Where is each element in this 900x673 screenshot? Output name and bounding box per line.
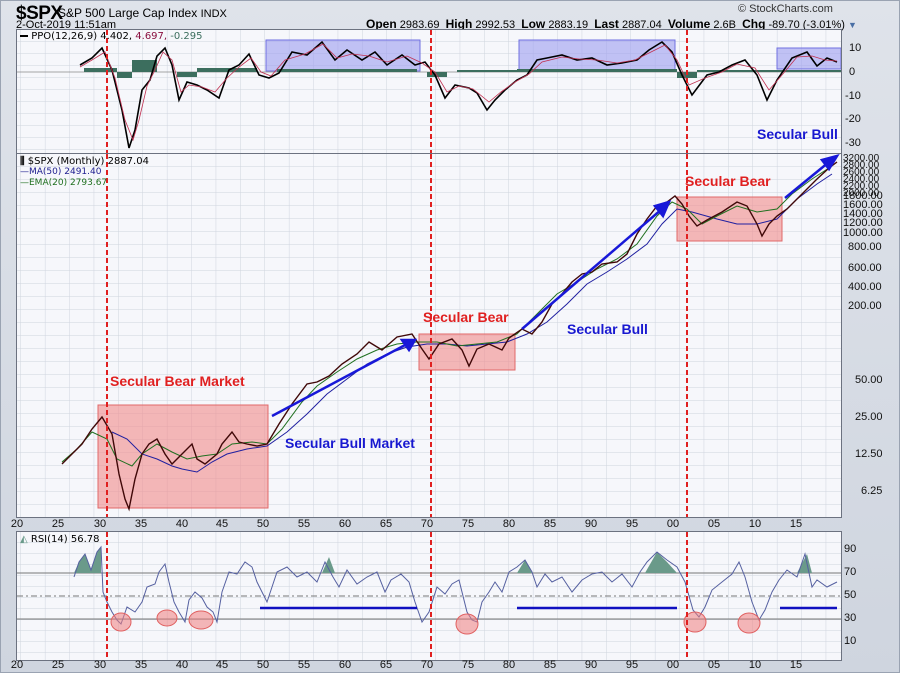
price-ytick: 400.00 xyxy=(848,281,882,293)
annotation-secular-bull-3: Secular Bull xyxy=(757,126,838,142)
ppo-ytick: -10 xyxy=(845,90,861,102)
price-ytick: 12.50 xyxy=(855,448,883,460)
ppo-plot xyxy=(17,30,841,154)
ppo-legend: PPO(12,26,9) 4.402, 4.697, -0.295 xyxy=(20,31,203,42)
price-ytick: 6.25 xyxy=(861,485,883,497)
copyright: © StockCharts.com xyxy=(738,3,833,15)
quote-bar: Open 2983.69 High 2992.53 Low 2883.19 La… xyxy=(366,17,857,31)
annotation-secular-bear-2: Secular Bear xyxy=(423,309,509,325)
mountain-icon: ◭ xyxy=(20,534,28,545)
chart-datetime: 2-Oct-2019 11:51am xyxy=(16,19,117,31)
legend-line-icon xyxy=(20,35,28,37)
price-ytick: 50.00 xyxy=(855,374,883,386)
symbol-title: $SPX xyxy=(16,3,63,24)
price-ytick: 1600.00 xyxy=(843,199,883,211)
price-ytick: 1000.00 xyxy=(843,227,883,239)
price-plot xyxy=(17,154,841,517)
rsi-plot xyxy=(17,532,841,660)
symbol-name: S&P 500 Large Cap Index INDX xyxy=(58,6,227,20)
rsi-ytick: 50 xyxy=(844,589,857,601)
price-ytick: 600.00 xyxy=(848,262,882,274)
rsi-ytick: 90 xyxy=(844,543,857,555)
rsi-legend: ◭ RSI(14) 56.78 xyxy=(20,534,100,545)
ppo-ytick: 10 xyxy=(849,42,862,54)
price-ytick: 1200.00 xyxy=(843,217,883,229)
price-panel: ⫼ $SPX (Monthly) 2887.04 —MA(50) 2491.40… xyxy=(16,153,842,518)
price-ytick: 200.00 xyxy=(848,300,882,312)
price-axis: 3200.00 2800.00 2600.00 2400.00 2200.00 2000.… xyxy=(843,153,880,199)
triangle-down-icon[interactable]: ▼ xyxy=(848,20,857,30)
legend-line-icon: — xyxy=(20,178,29,188)
rsi-ytick: 70 xyxy=(844,566,857,578)
price-ytick: 25.00 xyxy=(855,411,883,423)
price-ytick: 800.00 xyxy=(848,241,882,253)
x-axis-lower: 20 25 30 35 40 45 50 55 60 65 70 75 80 8… xyxy=(10,659,803,671)
price-legend: ⫼ $SPX (Monthly) 2887.04 —MA(50) 2491.40… xyxy=(20,156,149,188)
x-axis-upper: 20 25 30 35 40 45 50 55 60 65 70 75 80 8… xyxy=(10,518,803,530)
rsi-ytick: 10 xyxy=(844,635,857,647)
annotation-secular-bear-1: Secular Bear Market xyxy=(110,373,245,389)
ppo-ytick: 0 xyxy=(849,66,856,78)
price-ytick: 1400.00 xyxy=(843,208,883,220)
ppo-ytick: -30 xyxy=(845,137,861,149)
annotation-secular-bear-3: Secular Bear xyxy=(685,173,771,189)
legend-line-icon: — xyxy=(20,167,29,177)
price-ytick: 1800.00 xyxy=(843,190,883,202)
ppo-panel: PPO(12,26,9) 4.402, 4.697, -0.295 xyxy=(16,29,842,155)
annotation-secular-bull-1: Secular Bull Market xyxy=(285,435,415,451)
rsi-ytick: 30 xyxy=(844,612,857,624)
ppo-ytick: -20 xyxy=(845,113,861,125)
candlestick-icon: ⫼ xyxy=(20,156,25,167)
rsi-panel: ◭ RSI(14) 56.78 xyxy=(16,531,842,661)
annotation-secular-bull-2: Secular Bull xyxy=(567,321,648,337)
